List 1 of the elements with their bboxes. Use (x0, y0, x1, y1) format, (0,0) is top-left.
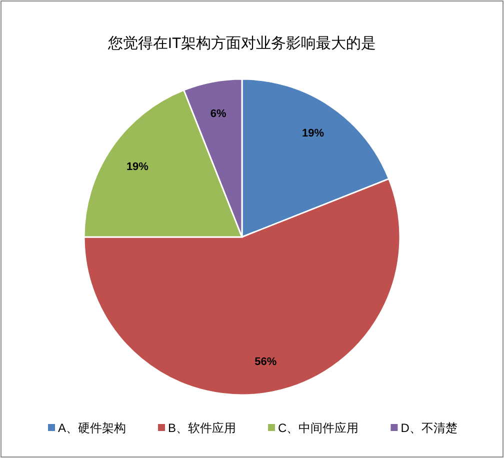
title: 您觉得在IT架构方面对业务影响最大的是 (108, 35, 376, 52)
